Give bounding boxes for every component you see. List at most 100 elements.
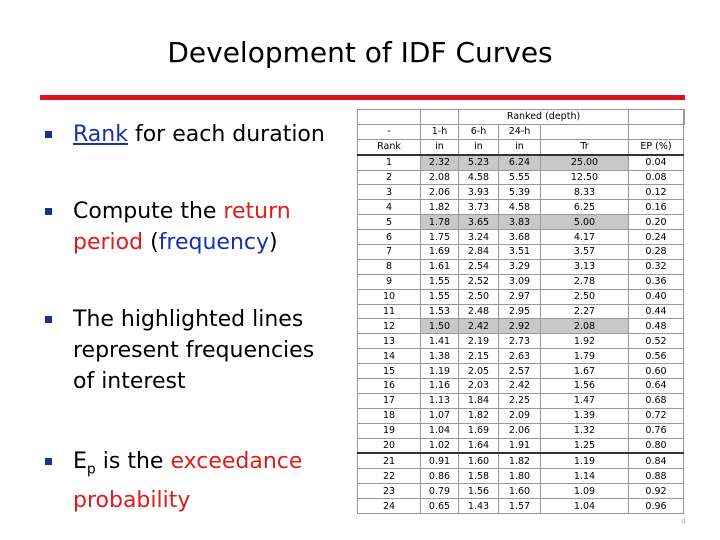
table-cell: 2.06 (420, 184, 459, 201)
table-cell: 4.17 (540, 229, 629, 246)
bullet-text: for each duration (127, 122, 325, 147)
table-row: 21 0.91 1.60 1.82 1.19 0.84 (357, 452, 685, 470)
table-cell: 1.57 (498, 498, 541, 515)
table-row: 9 1.55 2.52 3.09 2.78 0.36 (357, 273, 685, 290)
table-cell: 0.72 (628, 407, 684, 424)
table-row: 1 2.32 5.23 6.24 25.00 0.04 (357, 154, 685, 171)
table-row: 4 1.82 3.73 4.58 6.25 0.16 (357, 199, 685, 216)
table-cell: 5.39 (498, 184, 541, 201)
table-cell: 1.82 (498, 452, 541, 470)
table-cell: 1.58 (458, 468, 499, 485)
bullet-text: frequency (158, 230, 270, 255)
table-cell: 2.19 (458, 333, 499, 350)
table-cell: 10 (357, 288, 421, 305)
header-cell (628, 109, 684, 125)
table-cell: 2.57 (498, 363, 541, 380)
header-cell: in (420, 138, 459, 156)
table-row: 6 1.75 3.24 3.68 4.17 0.24 (357, 229, 685, 246)
table-cell: 1.92 (540, 333, 629, 350)
table-cell: 2.06 (498, 422, 541, 439)
table-cell: 1.67 (540, 363, 629, 380)
table-cell: 2.05 (458, 363, 499, 380)
table-cell: 0.79 (420, 483, 459, 500)
table-cell: 4 (357, 199, 421, 216)
table-cell: 0.44 (628, 303, 684, 320)
bullet-text: return period (73, 199, 291, 255)
table-cell: 2.03 (458, 378, 499, 394)
table-row: 15 1.19 2.05 2.57 1.67 0.60 (357, 363, 685, 380)
table-cell: 2.54 (458, 258, 499, 275)
table-cell: 1.19 (420, 363, 459, 380)
table-row: 14 1.38 2.15 2.63 1.79 0.56 (357, 348, 685, 365)
table-row: 18 1.07 1.82 2.09 1.39 0.72 (357, 407, 685, 424)
table-cell: 1.04 (420, 422, 459, 439)
table-cell: 1.07 (420, 407, 459, 424)
table-cell: 1 (357, 154, 421, 171)
table-cell: 5.23 (458, 154, 499, 171)
table-cell: 2.63 (498, 348, 541, 365)
table-cell: 3.51 (498, 244, 541, 260)
table-cell: 2.08 (540, 318, 629, 335)
header-cell: Ranked (depth) (458, 109, 629, 125)
table-cell: 0.48 (628, 318, 684, 335)
table-cell: 5.00 (540, 214, 629, 231)
table-cell: 4.58 (458, 169, 499, 186)
table-cell: 1.09 (540, 483, 629, 500)
bullet-text: Compute the (73, 199, 224, 224)
table-cell: 1.64 (458, 437, 499, 455)
bullet-text: Rank (73, 122, 128, 147)
table-cell: 0.68 (628, 392, 684, 409)
table-cell: 18 (357, 407, 421, 424)
table-cell: 0.65 (420, 498, 459, 515)
table-cell: 0.60 (628, 363, 684, 380)
table-cell: 2.27 (540, 303, 629, 320)
header-row: -1-h 6-h 24-h (357, 123, 685, 140)
bullet-text: ( (143, 230, 159, 255)
table-cell: 1.60 (458, 452, 499, 470)
table-cell: 3.57 (540, 244, 629, 260)
table-cell: 0.16 (628, 199, 684, 216)
table-cell: 1.14 (540, 468, 629, 485)
table-cell: 20 (357, 437, 421, 455)
table-cell: 3 (357, 184, 421, 201)
table-cell: 0.12 (628, 184, 684, 201)
table-cell: 1.04 (540, 498, 629, 515)
table-cell: 2.73 (498, 333, 541, 350)
table-cell: 1.13 (420, 392, 459, 409)
table-cell: 1.56 (458, 483, 499, 500)
table-cell: 2.08 (420, 169, 459, 186)
bullet-text: p (86, 461, 96, 478)
table-cell: 3.09 (498, 273, 541, 290)
table-cell: 5.55 (498, 169, 541, 186)
title-rule (40, 95, 685, 100)
header-cell: Rank (357, 138, 421, 156)
table-cell: 1.32 (540, 422, 629, 439)
table-cell: 2.92 (498, 318, 541, 335)
page-number: 4 (680, 517, 686, 526)
header-cell (357, 109, 421, 125)
table-cell: 1.75 (420, 229, 459, 246)
table-cell: 0.92 (628, 483, 684, 500)
table-cell: 13 (357, 333, 421, 350)
table-cell: 21 (357, 452, 421, 470)
table: Ranked (depth) -1-h 6-h 24-h Rank in in in Tr EP … (357, 109, 685, 515)
table-cell: 2 (357, 169, 421, 186)
table-cell: 1.47 (540, 392, 629, 409)
table-cell: 2.09 (498, 407, 541, 424)
table-cell: 17 (357, 392, 421, 409)
table-cell: 3.13 (540, 258, 629, 275)
table-cell: 4.58 (498, 199, 541, 216)
table-cell: 0.76 (628, 422, 684, 439)
table-cell: 2.42 (458, 318, 499, 335)
table-cell: 3.68 (498, 229, 541, 246)
table-cell: 3.73 (458, 199, 499, 216)
table-cell: 0.64 (628, 378, 684, 394)
header-cell: EP (%) (628, 138, 684, 156)
table-row: 5 1.78 3.65 3.83 5.00 0.20 (357, 214, 685, 231)
header-cell: in (498, 138, 541, 156)
table-cell: 2.32 (420, 154, 459, 171)
table-cell: 1.61 (420, 258, 459, 275)
header-cell: Tr (540, 138, 629, 156)
table-cell: 0.04 (628, 154, 684, 171)
